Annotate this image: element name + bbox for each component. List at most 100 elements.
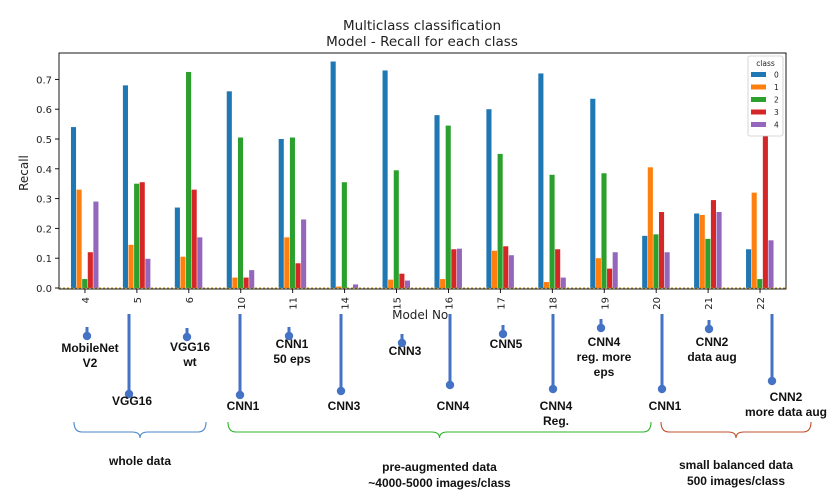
y-axis-label: Recall (17, 155, 31, 191)
bar (710, 200, 717, 288)
bar (232, 277, 238, 288)
group-label: 500 images/class (687, 474, 785, 488)
annotation-marker (767, 376, 777, 386)
annotation-label: data aug (687, 350, 736, 364)
y-tick-label: 0.3 (36, 195, 52, 206)
bar (336, 286, 342, 288)
bar (197, 237, 203, 288)
annotation-label: CNN1 (276, 337, 309, 351)
bar (76, 189, 82, 288)
bar (555, 249, 561, 288)
legend-label: 3 (774, 108, 779, 117)
bar (658, 212, 665, 288)
chart-title-line-1: Multiclass classification (343, 18, 501, 34)
annotation-label: CNN1 (649, 399, 682, 413)
group-brace (660, 421, 812, 439)
bar (440, 279, 446, 288)
bar (122, 85, 128, 288)
annotation-label: V2 (83, 356, 98, 370)
x-axis-label: Model No. (392, 308, 452, 322)
bar (434, 115, 440, 288)
y-tick-label: 0.1 (36, 254, 52, 265)
bar (393, 170, 399, 288)
legend-swatch (751, 84, 766, 90)
bar (82, 279, 88, 288)
bar (388, 279, 394, 288)
bar (399, 273, 405, 288)
bar (601, 173, 607, 288)
y-tick-label: 0.6 (36, 105, 52, 116)
bar (301, 219, 307, 288)
bar (191, 189, 197, 288)
group-brace (73, 421, 207, 439)
bar (70, 127, 77, 288)
bar (549, 174, 555, 288)
legend-swatch (751, 109, 766, 115)
bar (607, 268, 613, 288)
chart-title: Multiclass classification Model - Recall… (326, 18, 518, 50)
annotation-label: CNN2 (770, 390, 803, 404)
annotation-label: more data aug (745, 405, 827, 419)
annotation-label: CNN4 (540, 399, 573, 413)
annotation-marker (182, 332, 192, 342)
bar (145, 258, 151, 288)
annotation-marker (704, 324, 714, 334)
x-tick-label: 17 (496, 297, 507, 310)
bar (491, 250, 498, 288)
bar (128, 244, 134, 288)
legend: class 0 1 2 3 4 (747, 55, 784, 137)
legend-title: class (756, 59, 775, 68)
x-tick-label: 20 (652, 297, 663, 310)
annotation-marker (596, 323, 606, 333)
bar (746, 249, 752, 288)
annotation-label: VGG16 (112, 394, 152, 408)
bar (249, 270, 255, 288)
bar (590, 98, 596, 289)
bar (226, 91, 232, 288)
bar (595, 258, 601, 288)
bar (382, 70, 388, 289)
annotation-label: CNN5 (490, 337, 523, 351)
x-tick-label: 6 (185, 297, 196, 303)
bar (445, 125, 451, 288)
bar (705, 238, 711, 288)
bar (180, 256, 186, 288)
plot-frame (58, 52, 787, 290)
legend-label: 2 (774, 96, 779, 105)
bar (503, 246, 509, 288)
annotation-label: VGG16 (170, 340, 210, 354)
bar (139, 182, 145, 288)
y-tick-label: 0.4 (36, 165, 52, 176)
y-tick-label: 0.0 (36, 284, 52, 295)
annotation-label: eps (594, 365, 615, 379)
x-tick-label: 16 (444, 297, 455, 310)
x-tick-label: 21 (704, 297, 715, 310)
bar (508, 255, 514, 288)
group-label: small balanced data (679, 458, 793, 472)
bar (560, 277, 566, 288)
legend-label: 4 (774, 121, 779, 130)
bar (186, 71, 192, 288)
bar (647, 167, 653, 288)
bar (237, 137, 244, 288)
annotation-marker (397, 338, 407, 348)
annotation-label: reg. more (577, 350, 632, 364)
x-tick-label: 14 (341, 297, 352, 310)
bar (497, 153, 503, 288)
bar (543, 282, 550, 288)
bar (174, 207, 180, 288)
legend-swatch (751, 122, 766, 127)
data-groups: whole data pre-augmented data ~4000-5000 i… (73, 421, 812, 490)
bar (653, 234, 659, 288)
annotation-marker (657, 384, 667, 394)
annotation-label: 50 eps (273, 352, 311, 366)
group-label: ~4000-5000 images/class (368, 476, 511, 490)
annotation-label: wt (182, 355, 196, 369)
bar (330, 61, 336, 288)
x-tick-label: 4 (81, 297, 92, 303)
annotation-label: CNN3 (328, 399, 361, 413)
chart-title-line-2: Model - Recall for each class (326, 34, 518, 50)
x-tick-label: 5 (133, 297, 144, 303)
bar (757, 279, 763, 288)
legend-label: 0 (774, 71, 779, 80)
